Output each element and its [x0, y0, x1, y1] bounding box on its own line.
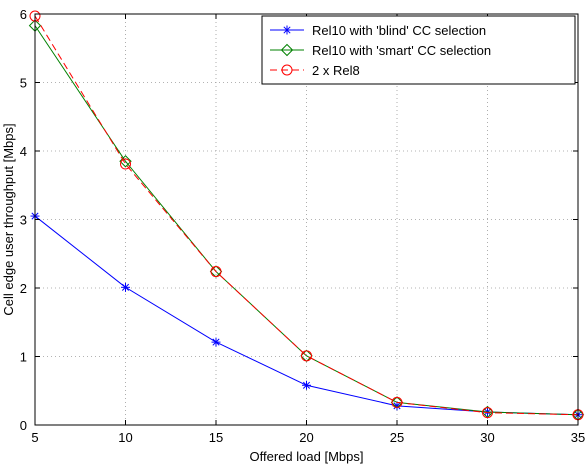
- legend-box: [261, 15, 576, 85]
- series-line: [34, 15, 579, 416]
- legend-marker: [280, 43, 294, 57]
- x-tick-label: 20: [299, 430, 313, 445]
- y-tick-label: 2: [20, 281, 27, 296]
- legend: Rel10 with 'blind' CC selection Rel10 wit…: [261, 15, 576, 85]
- legend-label: 2 x Rel8: [312, 63, 360, 78]
- series-line: [34, 25, 579, 416]
- legend-entry: Rel10 with 'smart' CC selection: [270, 43, 491, 58]
- x-tick-label: 15: [209, 430, 223, 445]
- legend-label: Rel10 with 'smart' CC selection: [312, 43, 491, 58]
- y-tick-label: 1: [20, 350, 27, 365]
- data-point: [120, 158, 131, 170]
- data-point: [121, 282, 130, 292]
- y-tick-label: 6: [20, 7, 27, 22]
- series-layer: [28, 10, 585, 421]
- y-tick-label: 4: [20, 144, 27, 159]
- data-point: [210, 266, 222, 278]
- x-axis-label: Offered load [Mbps]: [250, 449, 364, 464]
- legend-label: Rel10 with 'blind' CC selection: [312, 23, 486, 38]
- legend-marker: [281, 64, 293, 76]
- axis-ticks: 5 10 15 20 25 30 35 0 1 2 3 4 5 6: [20, 7, 585, 445]
- x-tick-label: 35: [571, 430, 585, 445]
- y-tick-label: 5: [20, 76, 27, 91]
- data-point: [211, 337, 221, 347]
- data-point: [391, 396, 403, 408]
- x-tick-label: 5: [31, 430, 38, 445]
- data-point: [301, 350, 312, 362]
- x-tick-label: 10: [118, 430, 132, 445]
- y-tick-label: 3: [20, 213, 27, 228]
- x-tick-label: 25: [390, 430, 404, 445]
- data-point: [119, 155, 132, 168]
- y-tick-label: 0: [20, 418, 27, 433]
- data-point: [482, 407, 493, 419]
- x-tick-label: 30: [480, 430, 494, 445]
- y-axis-label: Cell edge user throughput [Mbps]: [1, 123, 16, 315]
- legend-marker: [282, 25, 292, 35]
- legend-entry: 2 x Rel8: [270, 63, 360, 78]
- data-point: [302, 380, 311, 390]
- legend-entry: Rel10 with 'blind' CC selection: [270, 23, 486, 38]
